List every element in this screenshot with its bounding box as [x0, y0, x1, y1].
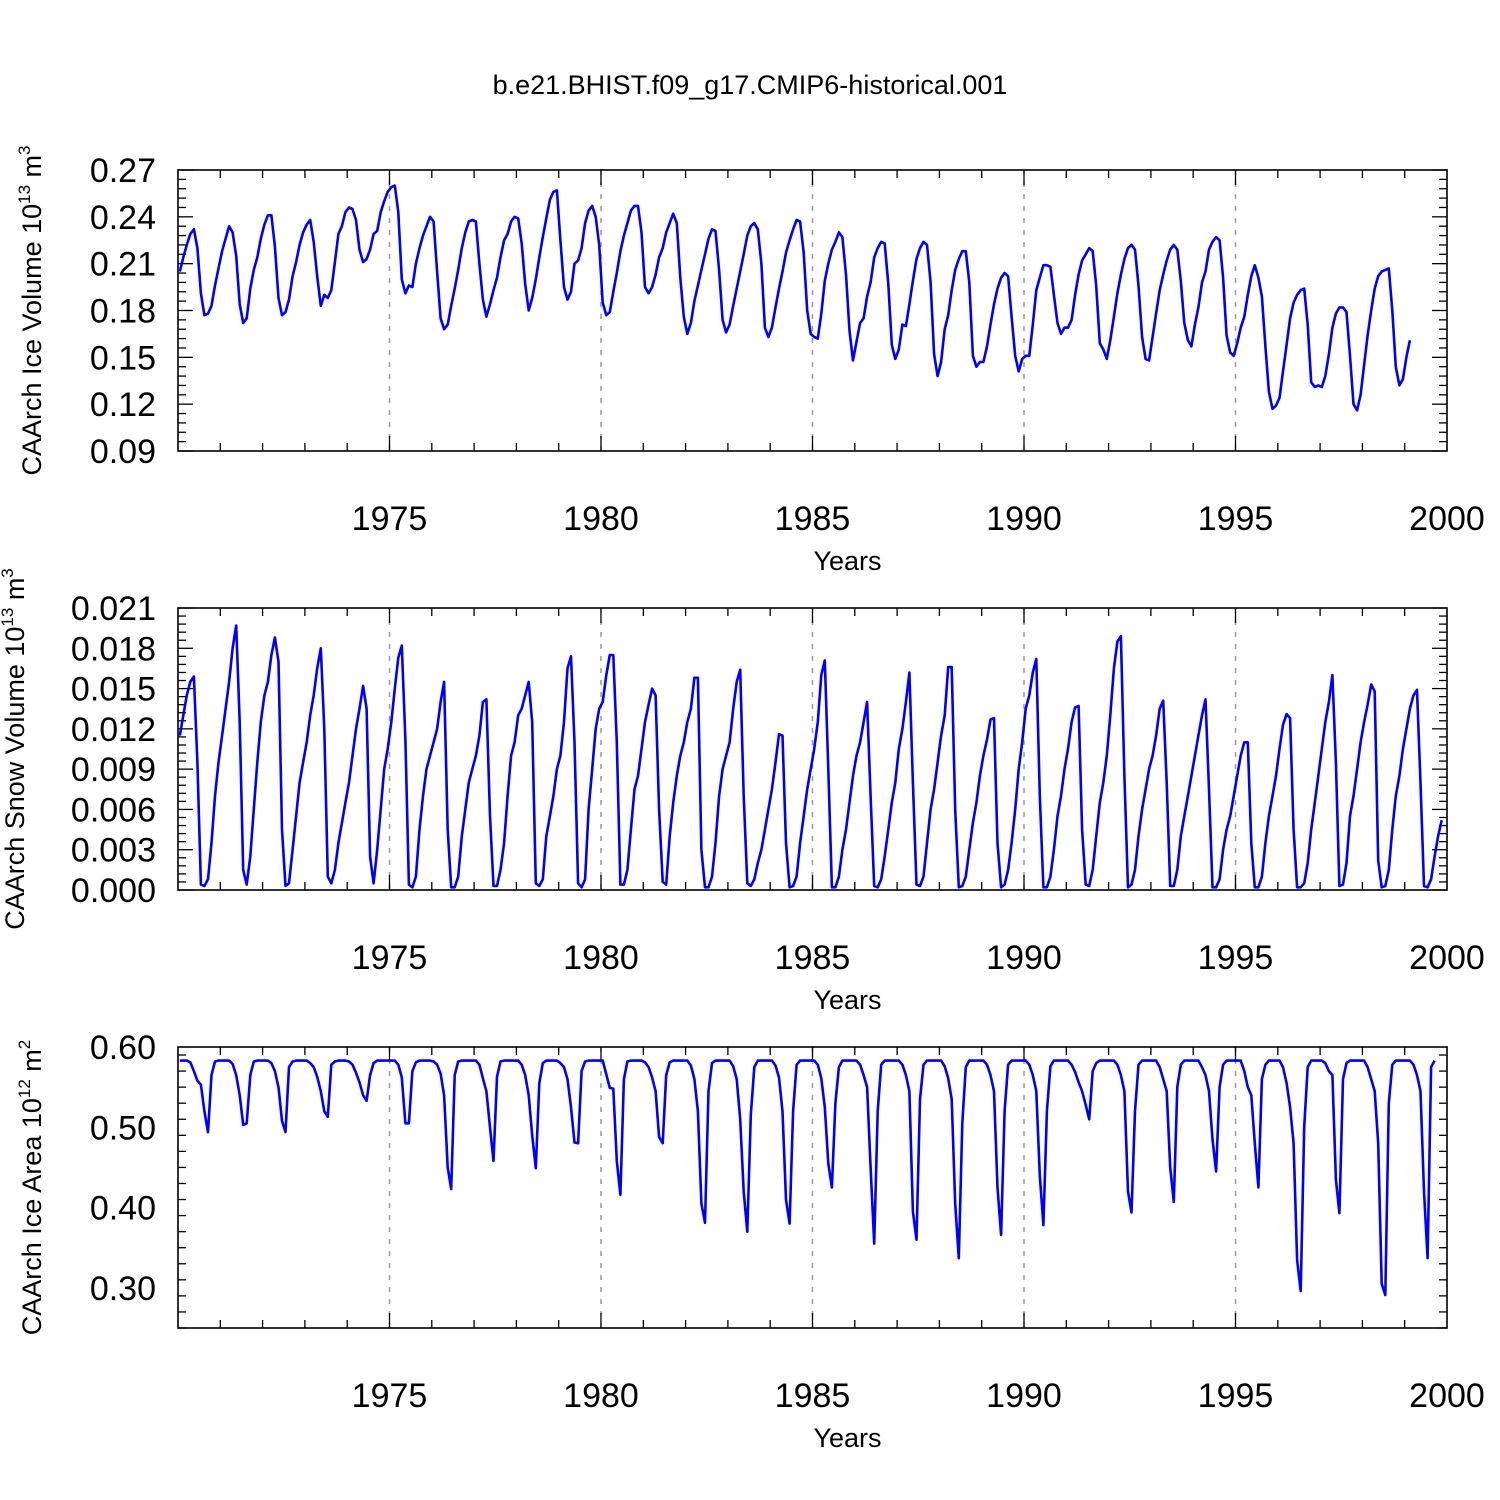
x-axis-title: Years [813, 546, 881, 576]
y-tick-label: 0.009 [71, 751, 156, 789]
y-tick-label: 0.003 [71, 832, 156, 870]
y-tick-label: 0.21 [90, 246, 156, 284]
series-line [178, 624, 1443, 889]
y-tick-label: 0.24 [90, 199, 156, 237]
y-tick-label: 0.018 [71, 630, 156, 668]
y-tick-label: 0.60 [90, 1029, 156, 1067]
x-tick-label: 1975 [352, 500, 428, 538]
plot-frame [177, 169, 1448, 452]
x-tick-label: 1975 [352, 939, 428, 977]
y-tick-label: 0.18 [90, 293, 156, 331]
y-tick-label: 0.09 [90, 433, 156, 471]
y-tick-label: 0.000 [71, 872, 156, 910]
y-tick-label: 0.15 [90, 339, 156, 377]
y-tick-label: 0.012 [71, 711, 156, 749]
y-tick-label: 0.27 [90, 152, 156, 190]
x-tick-label: 1985 [775, 500, 851, 538]
y-tick-label: 0.40 [90, 1190, 156, 1228]
x-tick-label: 1995 [1198, 939, 1274, 977]
chart-panel-2: 0.0000.0030.0060.0090.0120.0150.0180.021… [0, 568, 1485, 1015]
x-tick-label: 1990 [986, 500, 1062, 538]
x-tick-label: 1980 [563, 500, 639, 538]
x-tick-label: 2000 [1409, 500, 1485, 538]
y-tick-label: 0.021 [71, 590, 156, 628]
x-axis-title: Years [813, 985, 881, 1015]
x-tick-label: 1990 [986, 939, 1062, 977]
x-tick-label: 2000 [1409, 1377, 1485, 1415]
x-tick-label: 1990 [986, 1377, 1062, 1415]
series-line [179, 1059, 1436, 1297]
chart-panel-3: 0.30 0.40 0.50 0.60 1975 1980 1985 1990 1995 2000… [15, 1029, 1485, 1453]
y-tick-label: 0.015 [71, 671, 156, 709]
y-axis-title: CAArch Snow Volume 1013 m3 [0, 568, 30, 930]
chart-panel-1: 0.09 0.12 0.15 0.18 0.21 0.24 0.27 1975 1980 1985… [15, 145, 1485, 576]
x-tick-label: 2000 [1409, 939, 1485, 977]
x-tick-label: 1985 [775, 939, 851, 977]
x-tick-label: 1980 [563, 1377, 639, 1415]
x-axis-title: Years [813, 1423, 881, 1453]
x-tick-label: 1980 [563, 939, 639, 977]
y-tick-label: 0.50 [90, 1109, 156, 1147]
x-tick-label: 1985 [775, 1377, 851, 1415]
x-tick-label: 1975 [352, 1377, 428, 1415]
x-tick-label: 1995 [1198, 1377, 1274, 1415]
y-tick-label: 0.006 [71, 791, 156, 829]
y-tick-label: 0.12 [90, 386, 156, 424]
x-tick-label: 1995 [1198, 500, 1274, 538]
y-axis-title: CAArch Ice Area 1012 m2 [15, 1040, 47, 1336]
y-axis-title: CAArch Ice Volume 1013 m3 [15, 145, 47, 475]
y-tick-label: 0.30 [90, 1270, 156, 1308]
series-line [178, 184, 1412, 412]
figure-title: b.e21.BHIST.f09_g17.CMIP6-historical.001 [492, 70, 1008, 100]
